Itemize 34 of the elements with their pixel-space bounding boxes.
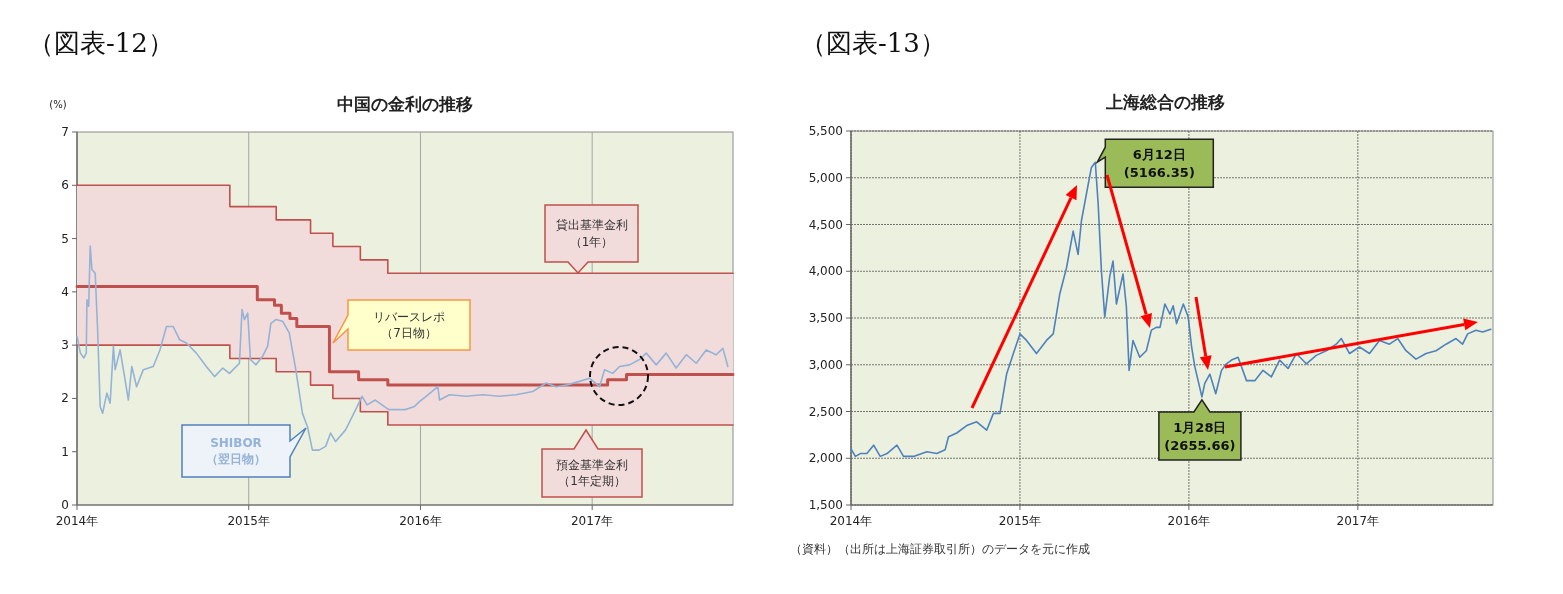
x-tick-label: 2016年 xyxy=(399,514,442,528)
y-tick-label: 2,500 xyxy=(808,404,843,419)
annotation: 6月12日(5166.35) xyxy=(1123,147,1195,180)
y-tick-label: 2,000 xyxy=(808,451,843,466)
y-tick-label: 6 xyxy=(61,178,69,193)
text: （図表-13） xyxy=(800,28,946,58)
y-tick-label: 4,000 xyxy=(808,264,843,279)
text: （資料）（出所は上海証券取引所）のデータを元に作成 xyxy=(790,542,1090,556)
y-tick-label: 3,500 xyxy=(808,311,843,325)
y-tick-label: 3 xyxy=(61,338,69,353)
x-tick-label: 2016年 xyxy=(1167,514,1211,528)
annotation: 1月28日(2655.66) xyxy=(1164,420,1236,453)
y-tick-label: 7 xyxy=(61,125,69,139)
text: リバースレポ（7日物） xyxy=(373,309,445,341)
y-tick-label: 5,500 xyxy=(808,124,843,138)
chart-title: 上海総合の推移 xyxy=(1104,92,1225,112)
x-tick-label: 2014年 xyxy=(829,514,873,528)
y-tick-label: 2 xyxy=(61,391,69,406)
y-tick-label: 1 xyxy=(61,444,69,459)
y-tick-label: 4,500 xyxy=(808,217,843,232)
x-tick-label: 2014年 xyxy=(55,514,99,528)
x-tick-label: 2017年 xyxy=(570,514,614,528)
x-tick-label: 2015年 xyxy=(227,514,270,528)
y-tick-label: 4 xyxy=(61,284,69,299)
y-tick-label: 1,500 xyxy=(808,498,843,512)
x-tick-label: 2017年 xyxy=(1336,514,1380,528)
y-tick-label: 5,000 xyxy=(808,170,843,185)
text: （図表-12） xyxy=(28,28,174,58)
y-tick-label: 5 xyxy=(61,231,69,246)
chart-title: 中国の金利の推移 xyxy=(337,94,473,114)
y-tick-label: 3,000 xyxy=(808,357,843,372)
x-tick-label: 2015年 xyxy=(998,514,1042,528)
y-axis-title: (%) xyxy=(49,99,67,110)
y-tick-label: 0 xyxy=(61,498,69,512)
